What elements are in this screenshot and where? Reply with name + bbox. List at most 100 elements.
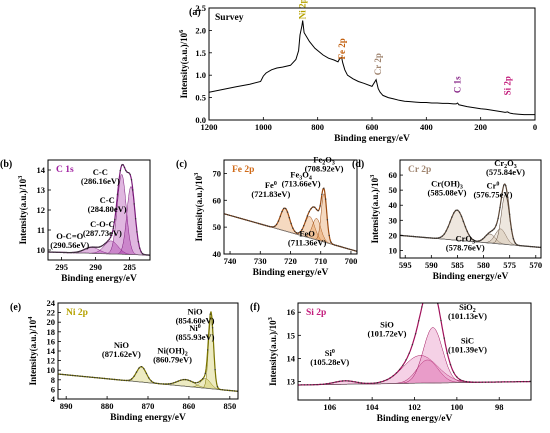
x-tick-label: 700	[345, 256, 358, 266]
raw-data-point	[341, 246, 343, 248]
raw-data-point	[123, 379, 126, 382]
raw-data-point	[172, 382, 175, 384]
raw-data-point	[112, 227, 115, 229]
raw-data-point	[411, 344, 414, 346]
raw-data-point	[510, 381, 512, 383]
raw-data-point	[337, 245, 339, 247]
raw-data-point	[510, 228, 513, 230]
panel-f-si2p-chart: 106 104 102 100 98 13 14 15 16 Binding energy/eV I…	[250, 302, 532, 424]
raw-data-point	[513, 381, 515, 383]
y-tick-label: 24	[47, 298, 56, 308]
raw-data-point	[408, 352, 410, 354]
raw-data-point	[335, 244, 338, 247]
raw-data-point	[119, 169, 122, 172]
raw-data-point	[133, 375, 135, 377]
annotation-sub: 2	[473, 308, 476, 314]
raw-data-point	[494, 381, 496, 383]
raw-data-point	[143, 368, 145, 370]
raw-data-point	[522, 245, 524, 247]
raw-data-point	[72, 374, 74, 377]
y-tick-label: 20	[389, 230, 398, 240]
raw-data-point	[231, 390, 233, 392]
raw-data-point	[87, 247, 90, 249]
raw-data-point	[62, 251, 64, 254]
raw-data-point	[123, 166, 126, 169]
raw-data-point	[313, 384, 315, 386]
raw-data-point	[86, 247, 88, 249]
raw-data-point	[499, 206, 501, 209]
raw-data-point	[306, 215, 309, 217]
raw-data-point	[505, 185, 507, 187]
peak-annotation: Fe3O4(713.66eV)	[282, 169, 321, 188]
raw-data-point	[422, 236, 424, 239]
annotation-sub: 3	[460, 184, 463, 190]
raw-data-point	[399, 368, 401, 371]
raw-data-point	[175, 381, 177, 383]
raw-data-point	[483, 236, 486, 238]
raw-data-point	[495, 224, 497, 226]
raw-data-point	[520, 245, 522, 247]
raw-data-point	[303, 384, 306, 386]
y-tick-label: 0.5	[195, 93, 206, 103]
raw-data-point	[243, 218, 245, 221]
panel-label: (d)	[352, 159, 364, 170]
x-tick-label: 800	[311, 122, 324, 132]
raw-data-point	[121, 164, 123, 166]
y-tick-label: 1.5	[195, 48, 206, 58]
raw-data-point	[439, 236, 442, 238]
raw-data-point	[402, 364, 404, 366]
y-tick-label: 50	[389, 185, 398, 195]
raw-data-point	[248, 220, 251, 222]
raw-data-point	[115, 207, 117, 209]
x-tick-label: 870	[142, 401, 155, 411]
raw-data-point	[128, 379, 130, 381]
raw-data-point	[449, 221, 451, 223]
raw-data-point	[228, 214, 231, 216]
raw-data-point	[83, 248, 85, 251]
peak-annotation: NiO(871.62eV)	[102, 340, 141, 359]
raw-data-point	[364, 382, 366, 384]
y-tick-label: 14	[287, 353, 296, 363]
raw-data-point	[52, 251, 55, 253]
raw-data-point	[254, 221, 256, 224]
raw-data-point	[330, 241, 332, 243]
raw-data-point	[497, 217, 499, 220]
y-axis-label-exponent: 3	[267, 316, 274, 320]
raw-data-point	[464, 226, 467, 228]
raw-data-point	[82, 249, 84, 251]
raw-data-point	[418, 320, 420, 322]
raw-data-point	[170, 382, 172, 385]
raw-data-point	[449, 364, 452, 366]
y-axis-label: Intensity(a.u.)/103	[267, 316, 278, 386]
plot-area	[209, 20, 535, 116]
x-tick-label: 580	[477, 260, 490, 270]
raw-data-point	[351, 380, 353, 383]
raw-data-point	[453, 371, 455, 374]
raw-data-point	[221, 389, 224, 391]
raw-data-point	[94, 246, 97, 248]
annotation-species: FeO	[299, 229, 315, 239]
raw-data-point	[418, 236, 420, 238]
annotation-species: Ni0	[189, 323, 201, 333]
raw-data-point	[229, 389, 231, 392]
annotation-part: Cr(OH)	[431, 178, 460, 188]
raw-data-point	[197, 381, 199, 384]
annotation-energy: (721.83eV)	[251, 189, 290, 199]
raw-data-point	[535, 246, 538, 248]
x-tick-label: 585	[451, 260, 464, 270]
raw-data-point	[61, 251, 63, 254]
y-axis-label-text: Intensity(a.u.)/10	[18, 178, 28, 244]
y-tick-label: 2.0	[195, 25, 206, 35]
raw-data-point	[507, 381, 509, 383]
annotation-species: SiC	[461, 335, 474, 345]
raw-data-point	[299, 231, 301, 233]
raw-data-point	[472, 239, 474, 241]
raw-data-point	[134, 218, 137, 220]
raw-data-point	[470, 237, 472, 239]
raw-data-point	[312, 206, 314, 208]
raw-data-point	[443, 233, 445, 235]
peak-annotation: Ni(OH)2(860.79eV)	[153, 345, 192, 364]
annotation-sub: 3	[332, 161, 335, 167]
raw-data-point	[63, 251, 66, 254]
